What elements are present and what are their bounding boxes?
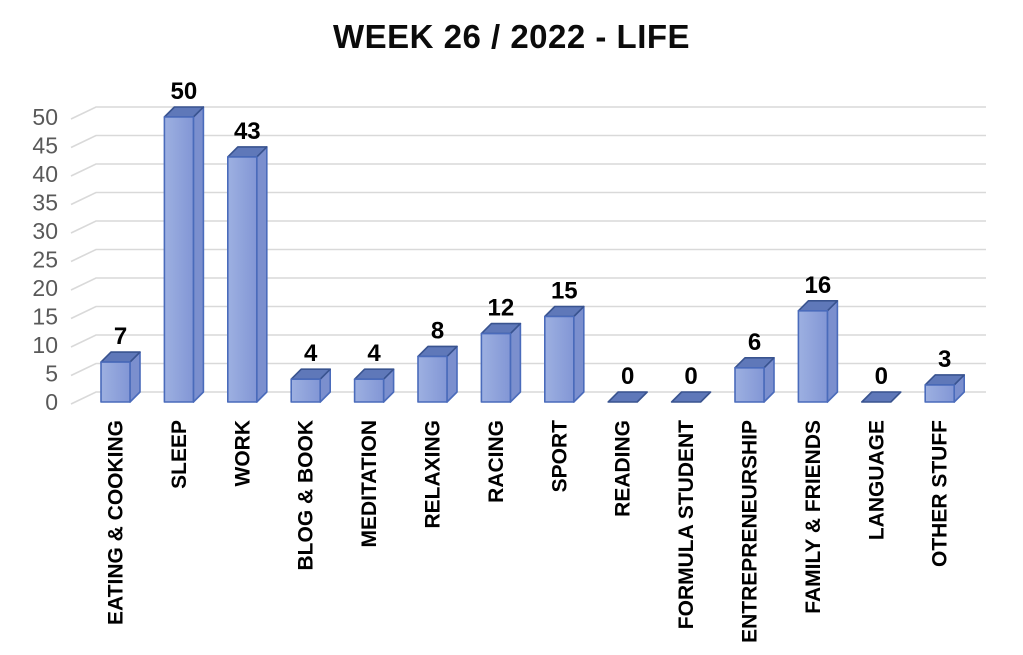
bar-family-friends [797, 299, 839, 403]
category-label: RELAXING [422, 420, 445, 529]
y-axis-tick-label: 50 [32, 104, 58, 130]
gridline [70, 163, 986, 177]
bar-front-face [353, 378, 385, 403]
bar-front-face [924, 384, 956, 403]
bar-other-stuff [924, 374, 966, 403]
bar-eating-cooking [100, 351, 141, 403]
value-label: 15 [551, 278, 578, 305]
category-label: FORMULA STUDENT [675, 420, 698, 629]
value-label: 0 [875, 363, 888, 390]
bar-work [227, 146, 268, 403]
bar-language [860, 391, 902, 403]
y-axis-tick-label: 45 [32, 133, 58, 159]
category-label: WORK [231, 420, 254, 487]
bar-front-face [290, 378, 322, 403]
category-label: ENTREPRENEURSHIP [739, 420, 762, 643]
y-axis-tick-label: 0 [45, 389, 58, 415]
value-label: 6 [748, 329, 761, 356]
bar-racing [480, 322, 522, 403]
gridline [70, 134, 986, 149]
category-label: FAMILY & FRIENDS [802, 420, 825, 614]
chart-title: WEEK 26 / 2022 - LIFE [332, 18, 691, 55]
value-label: 12 [488, 295, 515, 322]
bar-front-face [417, 355, 448, 403]
category-label: BLOG & BOOK [295, 420, 318, 571]
y-axis-tick-label: 35 [32, 190, 58, 216]
bar-reading [607, 391, 649, 403]
y-axis-tick-label: 30 [32, 218, 58, 244]
bar-blog-book [290, 368, 332, 403]
bar-side-face [192, 106, 205, 403]
gridline [70, 191, 986, 206]
gridline [70, 362, 986, 377]
value-label: 4 [304, 340, 318, 367]
value-label: 43 [234, 118, 261, 145]
bar-front-face [734, 366, 765, 403]
category-label: EATING & COOKING [105, 420, 128, 625]
value-label: 4 [367, 340, 381, 367]
bar-zero-slab [607, 391, 649, 403]
category-label: SLEEP [168, 420, 191, 489]
value-label: 8 [431, 317, 444, 344]
y-axis-tick-label: 5 [45, 361, 58, 387]
gridline [70, 220, 986, 234]
bar-front-face [227, 156, 258, 403]
category-label: OTHER STUFF [929, 420, 952, 567]
bar-front-face [480, 332, 512, 403]
gridline [70, 305, 986, 320]
bar-zero-slab [860, 391, 902, 403]
bar-side-face [509, 322, 522, 403]
bar-zero-slab [670, 391, 712, 403]
gridline [70, 334, 986, 348]
bar-front-face [797, 309, 829, 403]
value-label: 0 [621, 363, 634, 390]
bar-meditation [353, 368, 395, 403]
y-axis-tick-label: 10 [32, 332, 58, 358]
bar-formula-student [670, 391, 712, 403]
category-label: MEDITATION [358, 420, 381, 548]
bar-front-face [100, 361, 131, 403]
gridline [70, 248, 986, 263]
bar-front-face [543, 315, 575, 403]
bar-side-face [255, 146, 268, 403]
bar-sleep [163, 106, 205, 403]
gridline [70, 391, 986, 405]
bar-front-face [163, 116, 195, 403]
bar-sport [543, 305, 585, 403]
y-axis-tick-label: 15 [32, 304, 58, 330]
category-label: RACING [485, 420, 508, 503]
value-label: 7 [114, 323, 127, 350]
y-axis-tick-label: 25 [32, 247, 58, 273]
y-axis-tick-label: 20 [32, 275, 58, 301]
bar-side-face [826, 299, 839, 403]
gridline [70, 106, 986, 120]
value-label: 3 [938, 346, 951, 373]
bar-entrepreneurship [734, 356, 775, 403]
y-axis-tick-label: 40 [32, 161, 58, 187]
value-label: 16 [805, 272, 832, 299]
value-label: 50 [171, 78, 198, 105]
category-label: READING [612, 420, 635, 517]
bar-relaxing [417, 345, 458, 403]
category-label: LANGUAGE [865, 420, 888, 540]
gridline [70, 277, 986, 291]
value-label: 0 [684, 363, 697, 390]
bar-side-face [572, 305, 585, 403]
category-label: SPORT [548, 420, 571, 493]
